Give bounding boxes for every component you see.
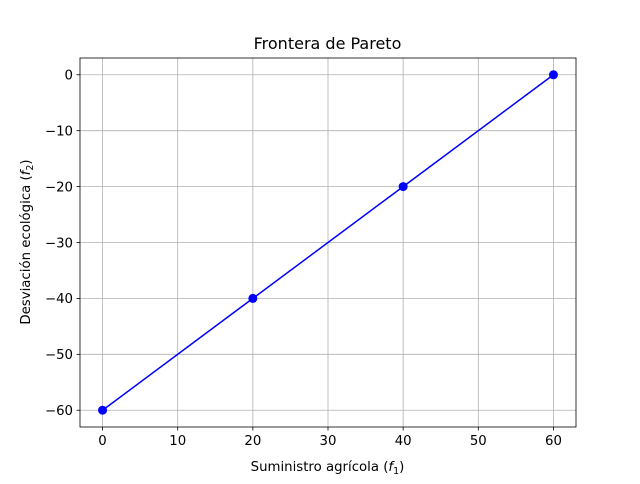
data-point — [398, 182, 408, 192]
series-layer — [98, 70, 558, 415]
x-axis-label-text: Suministro agrícola ( — [251, 459, 389, 475]
y-axis-ticks: 0 −10 −20 −30 −40 −50 −60 — [45, 69, 80, 419]
y-tick-label: −10 — [45, 124, 73, 139]
x-tick-label: 20 — [244, 434, 261, 449]
grid-lines — [80, 58, 576, 427]
x-axis-ticks: 0 10 20 30 40 50 60 — [98, 427, 562, 449]
y-axis-label-variable: f — [19, 168, 34, 175]
x-tick-label: 60 — [545, 434, 562, 449]
x-axis-label-subscript: 1 — [393, 466, 399, 477]
y-axis-label: Desviación ecológica (f2) — [18, 159, 36, 324]
y-tick-label: −30 — [45, 236, 73, 251]
x-axis-label: Suministro agrícola (f1) — [251, 459, 405, 477]
x-tick-label: 0 — [98, 434, 106, 449]
y-tick-label: −20 — [45, 180, 73, 195]
chart-title: Frontera de Pareto — [254, 34, 402, 53]
x-tick-label: 40 — [395, 434, 412, 449]
data-point — [548, 70, 558, 80]
data-point — [98, 405, 108, 415]
y-axis-label-text: Desviación ecológica ( — [18, 175, 34, 324]
y-tick-label: −60 — [45, 404, 73, 419]
y-tick-label: −50 — [45, 348, 73, 363]
x-tick-label: 10 — [169, 434, 186, 449]
y-tick-label: −40 — [45, 292, 73, 307]
data-point — [248, 293, 258, 303]
series-line — [102, 74, 554, 411]
y-axis-label-subscript: 2 — [25, 165, 36, 171]
x-tick-label: 30 — [320, 434, 337, 449]
y-tick-label: 0 — [65, 69, 73, 84]
y-axis-label-close: ) — [19, 159, 34, 164]
x-axis-label-close: ) — [399, 460, 404, 475]
x-tick-label: 50 — [470, 434, 487, 449]
x-axis-label-variable: f — [388, 460, 395, 475]
